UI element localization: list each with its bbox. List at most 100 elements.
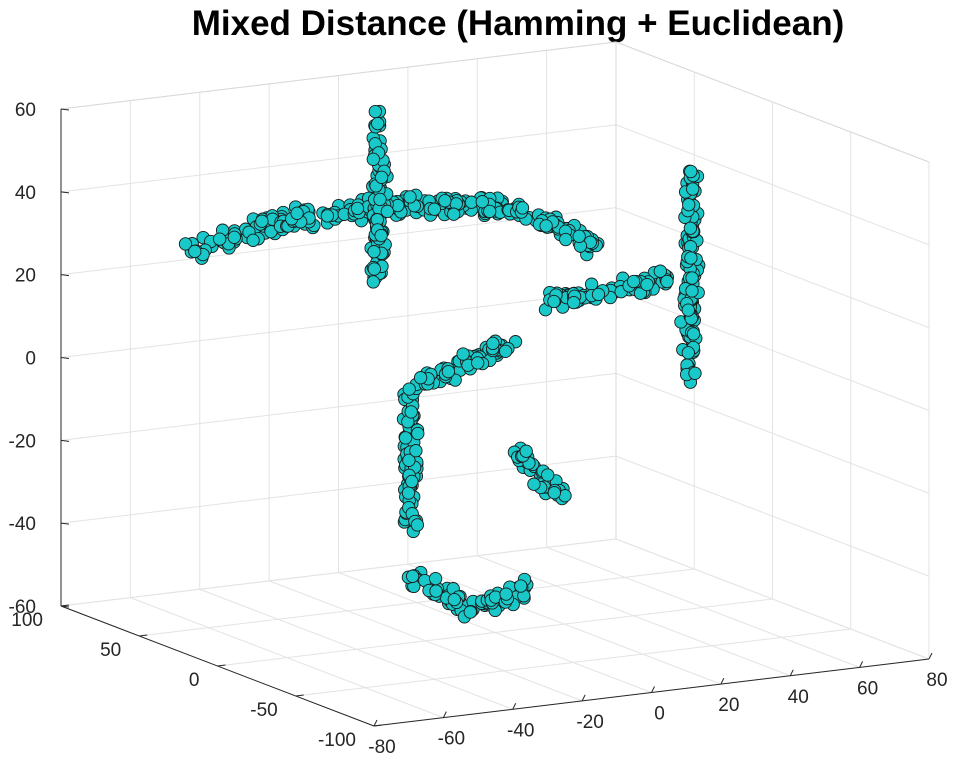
x-tick-label: 60: [857, 678, 878, 699]
data-point: [373, 192, 387, 207]
data-point: [178, 237, 193, 251]
y-tick-label: 0: [189, 670, 200, 691]
data-point: [471, 356, 485, 370]
grid-line: [615, 538, 930, 660]
data-point: [515, 201, 530, 215]
grid-line: [615, 124, 930, 246]
grid-line: [60, 538, 617, 607]
data-point: [572, 229, 586, 243]
grid-line: [60, 124, 617, 193]
box-edge: [615, 41, 930, 163]
data-point: [559, 232, 573, 247]
data-point: [541, 468, 555, 482]
data-point: [227, 230, 241, 244]
data-point: [547, 294, 561, 309]
data-point: [374, 228, 388, 243]
data-point: [684, 164, 698, 179]
data-point: [413, 371, 428, 385]
axes: [60, 108, 933, 727]
grid-line: [295, 628, 851, 697]
x-tick-label: 0: [654, 704, 665, 725]
grid-line: [615, 290, 930, 411]
y-tick-mark: [139, 634, 148, 637]
data-point: [290, 206, 304, 220]
z-tick-label: 20: [15, 266, 36, 287]
data-point: [514, 579, 528, 593]
data-point: [403, 190, 417, 204]
data-point: [428, 571, 443, 586]
z-tick-mark: [60, 605, 70, 608]
z-tick-mark: [60, 274, 70, 277]
z-tick-mark: [60, 522, 70, 525]
data-point: [475, 195, 489, 209]
z-tick-label: 40: [15, 183, 36, 204]
y-tick-label: -100: [318, 730, 356, 751]
data-point: [401, 486, 416, 500]
data-point: [405, 474, 419, 489]
y-tick-mark: [373, 724, 383, 727]
data-point: [682, 198, 696, 212]
data-point: [320, 209, 335, 223]
data-point: [640, 277, 654, 292]
data-point: [441, 364, 456, 379]
data-point: [486, 336, 500, 351]
data-point: [398, 431, 413, 445]
data-point: [653, 264, 667, 278]
x-tick-mark: [928, 652, 933, 660]
data-point: [246, 233, 260, 247]
data-point: [499, 587, 513, 601]
y-tick-label: 100: [11, 610, 43, 631]
grid-line: [615, 207, 930, 329]
data-point: [429, 584, 443, 598]
data-point: [367, 262, 381, 276]
data-point: [447, 207, 461, 221]
data-point: [681, 303, 695, 317]
y-tick-mark: [217, 664, 226, 667]
x-tick-mark: [859, 661, 864, 668]
data-point: [456, 347, 470, 361]
data-point: [567, 295, 581, 310]
grid-line: [615, 455, 930, 577]
data-point: [539, 219, 553, 233]
data-point: [374, 170, 389, 184]
x-tick-mark: [651, 686, 655, 693]
x-tick-label: -20: [576, 712, 603, 733]
data-point: [402, 382, 416, 396]
data-point: [527, 477, 541, 491]
data-point: [483, 204, 497, 219]
data-point: [519, 444, 533, 458]
x-tick-mark: [720, 677, 725, 685]
data-point: [427, 202, 442, 216]
data-point: [685, 284, 699, 298]
grid-line: [60, 290, 617, 358]
data-point: [498, 344, 513, 358]
grid-line: [139, 568, 695, 637]
y-tick-mark: [295, 694, 304, 697]
data-point: [188, 244, 202, 259]
data-point: [380, 204, 394, 219]
data-point: [404, 405, 418, 419]
data-point: [212, 232, 227, 246]
data-point: [368, 104, 382, 119]
data-point: [410, 518, 425, 532]
grid-line: [60, 372, 617, 441]
x-tick-mark: [442, 711, 447, 718]
z-tick-mark: [60, 191, 70, 194]
y-tick-label: 50: [100, 640, 121, 661]
data-point: [547, 486, 561, 500]
grid: [60, 41, 930, 727]
box-edge: [60, 41, 617, 110]
data-point: [660, 274, 674, 289]
data-point: [367, 245, 381, 259]
data-point: [463, 605, 477, 619]
data-point: [688, 366, 702, 380]
data-point: [684, 251, 698, 265]
data-point: [447, 592, 461, 607]
z-tick-label: 60: [15, 100, 36, 121]
data-point: [255, 214, 269, 228]
data-point: [591, 287, 606, 302]
grid-line: [615, 372, 930, 494]
z-tick-label: -60: [9, 597, 36, 618]
